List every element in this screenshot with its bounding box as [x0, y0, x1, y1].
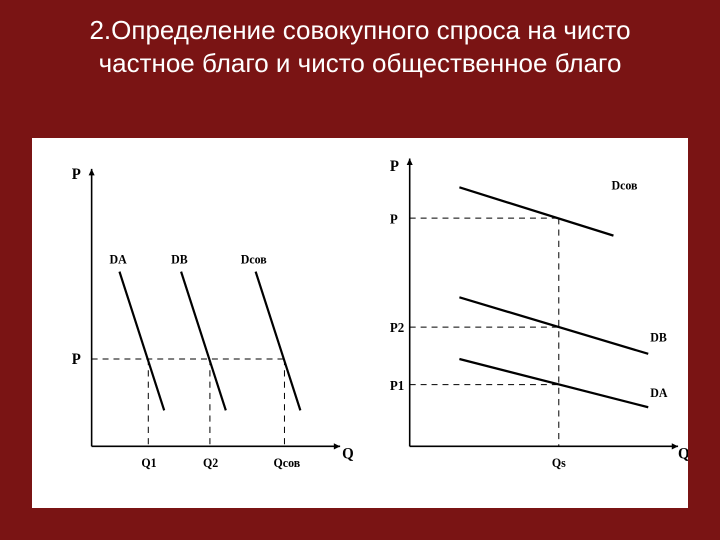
- svg-text:P: P: [390, 158, 399, 175]
- svg-text:Q: Q: [678, 445, 688, 462]
- svg-text:DA: DA: [650, 386, 667, 400]
- chart-right: P Q Qs Dсов P DB P2 DA P1: [360, 138, 688, 508]
- svg-text:Q2: Q2: [203, 456, 218, 470]
- slide-title: 2.Определение совокупного спроса на чист…: [0, 0, 720, 89]
- svg-text:Q1: Q1: [141, 456, 156, 470]
- svg-text:DA: DA: [110, 252, 127, 266]
- svg-text:P1: P1: [390, 378, 404, 393]
- svg-text:P2: P2: [390, 320, 404, 335]
- svg-text:P: P: [390, 211, 398, 226]
- svg-text:P: P: [72, 351, 81, 368]
- svg-text:DB: DB: [171, 252, 188, 266]
- svg-text:Qсов: Qсов: [274, 456, 301, 470]
- svg-text:Q: Q: [342, 445, 354, 462]
- svg-text:Dсов: Dсов: [611, 178, 637, 192]
- svg-text:DB: DB: [650, 330, 667, 344]
- chart-panel: P Q P DA DB Dсов Q1 Q2 Qсов P Q Qs Dсов P DB P2 DA P1: [32, 138, 688, 508]
- svg-text:Dсов: Dсов: [241, 252, 267, 266]
- svg-text:Qs: Qs: [552, 456, 566, 470]
- slide: 2.Определение совокупного спроса на чист…: [0, 0, 720, 540]
- svg-text:P: P: [72, 166, 81, 183]
- chart-left: P Q P DA DB Dсов Q1 Q2 Qсов: [32, 138, 360, 508]
